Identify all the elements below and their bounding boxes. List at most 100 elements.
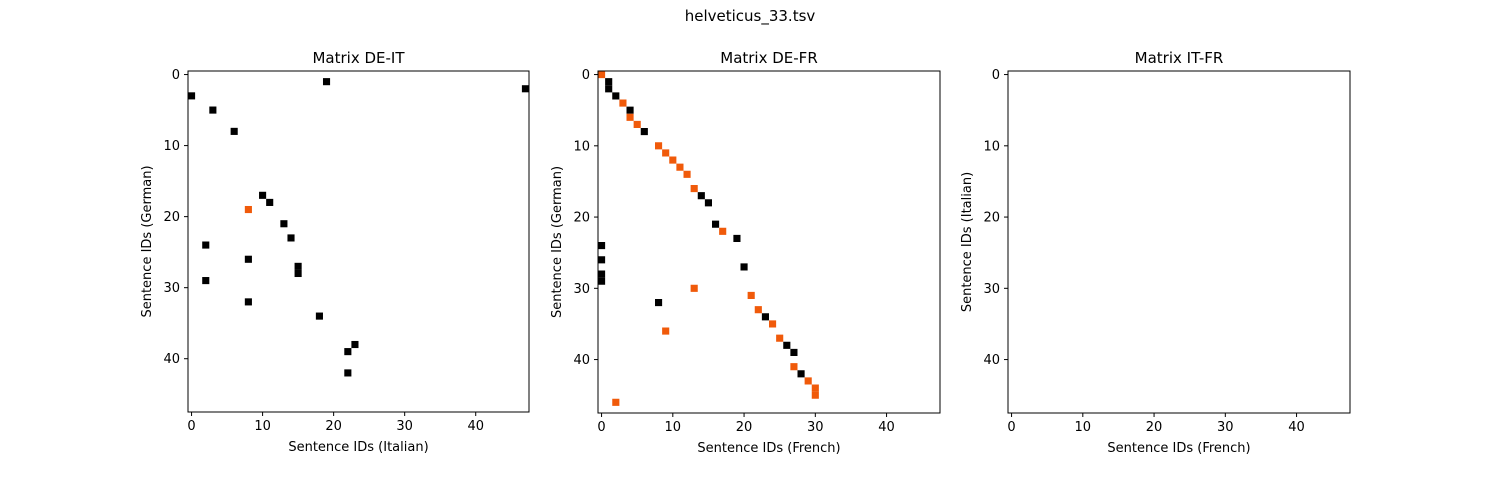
matrix-cell [612,92,620,100]
matrix-cell [344,369,352,377]
matrix-cell [776,334,784,342]
y-tick-label: 0 [992,68,1000,83]
axes-frame [1007,70,1351,414]
matrix-cell [690,185,698,193]
y-tick-label: 10 [163,139,180,154]
matrix-cell [244,298,252,306]
y-tick-label: 10 [573,139,590,154]
y-tick-label: 30 [163,281,180,296]
x-tick-label: 10 [665,420,682,435]
matrix-cell [294,269,302,278]
subplot-1: Matrix DE-IT 0 10 20 30 40 0 10 20 30 40 Sentence I… [140,49,530,455]
matrix-cell [719,227,727,235]
x-tick-label: 30 [807,420,824,435]
y-tick-label: 10 [983,139,1000,154]
matrix-cell [202,241,210,249]
matrix-cells [598,71,819,406]
matrix-cell [697,192,705,200]
matrix-cell [633,120,641,128]
figure-title: helveticus_33.tsv [685,7,816,26]
x-tick-label: 40 [878,420,895,435]
matrix-cell [315,312,323,320]
matrix-cell [294,262,302,270]
y-tick-label: 40 [573,353,590,368]
x-tick-label: 20 [325,419,342,434]
matrix-cell [811,391,819,399]
y-tick-label: 40 [983,353,1000,368]
matrix-cell [655,299,663,307]
y-tick-label: 40 [163,352,180,367]
x-axis-label: Sentence IDs (French) [1107,441,1250,456]
x-tick-label: 0 [187,419,195,434]
matrix-cell [769,320,777,328]
matrix-cell [662,327,670,335]
y-tick-label: 30 [573,282,590,297]
matrix-cell [598,277,606,285]
matrix-cell [619,99,627,107]
matrix-cell [797,370,805,378]
matrix-cell [598,270,606,278]
matrix-cell [266,198,274,206]
matrix-cell [712,220,720,228]
matrix-cell [704,199,712,207]
y-axis-label: Sentence IDs (Italian) [960,172,975,312]
matrix-cell [605,78,613,86]
matrix-cell [811,384,819,392]
y-tick-label: 0 [172,68,180,83]
matrix-cell [209,106,217,114]
matrix-cell [322,78,331,86]
matrix-cell [626,113,634,121]
matrix-cell [259,191,267,199]
matrix-cell [683,170,691,178]
matrix-cell [783,341,791,349]
x-tick-label: 30 [1217,420,1234,435]
matrix-cell [790,348,798,356]
matrix-cell [230,127,238,135]
subplot-title: Matrix DE-FR [720,49,818,67]
subplot-2: Matrix DE-FR 0 10 20 30 40 0 10 20 30 40 Sentence I… [550,49,941,456]
x-tick-label: 20 [736,420,753,435]
matrix-cell [344,348,352,356]
matrix-cell [605,85,613,93]
matrix-cell [804,377,812,385]
y-tick-label: 20 [163,210,180,225]
matrix-cell [598,256,606,264]
subplot-title: Matrix IT-FR [1135,49,1224,67]
y-axis-label: Sentence IDs (German) [550,166,565,318]
matrix-cell [280,220,288,228]
x-tick-label: 10 [1075,420,1092,435]
subplots: Matrix DE-IT 0 10 20 30 40 0 10 20 30 40 Sentence I… [140,49,1351,456]
y-tick-label: 0 [582,68,590,83]
matrix-cell [188,92,196,100]
matrix-cell [761,313,769,321]
subplot-title: Matrix DE-IT [312,49,405,67]
matrix-cell [612,398,620,406]
matrix-cells [188,78,529,377]
y-tick-label: 20 [573,211,590,226]
matrix-cell [669,156,677,164]
matrix-cell [754,306,762,314]
matrix-cell [740,263,748,271]
x-tick-label: 10 [254,419,271,434]
matrix-cell [747,291,755,299]
subplot-3: Matrix IT-FR 0 10 20 30 40 0 10 20 30 40 Sentence I… [960,49,1351,456]
x-axis-label: Sentence IDs (French) [697,441,840,456]
x-tick-label: 0 [1007,420,1015,435]
y-axis-label: Sentence IDs (German) [140,165,155,317]
matrix-cell [655,142,663,150]
x-axis-label: Sentence IDs (Italian) [288,440,428,455]
matrix-cell [790,363,798,371]
matrix-cell [626,106,634,114]
axes-frame [597,70,941,414]
y-tick-label: 20 [983,211,1000,226]
matrix-cell [676,163,684,171]
axes-frame [187,70,530,413]
matrix-cell [690,284,698,292]
x-tick-label: 20 [1146,420,1163,435]
matrix-cell [287,234,295,242]
matrix-cell [521,85,529,93]
x-tick-label: 0 [597,420,605,435]
x-tick-label: 30 [396,419,413,434]
matrix-cell [598,71,606,79]
